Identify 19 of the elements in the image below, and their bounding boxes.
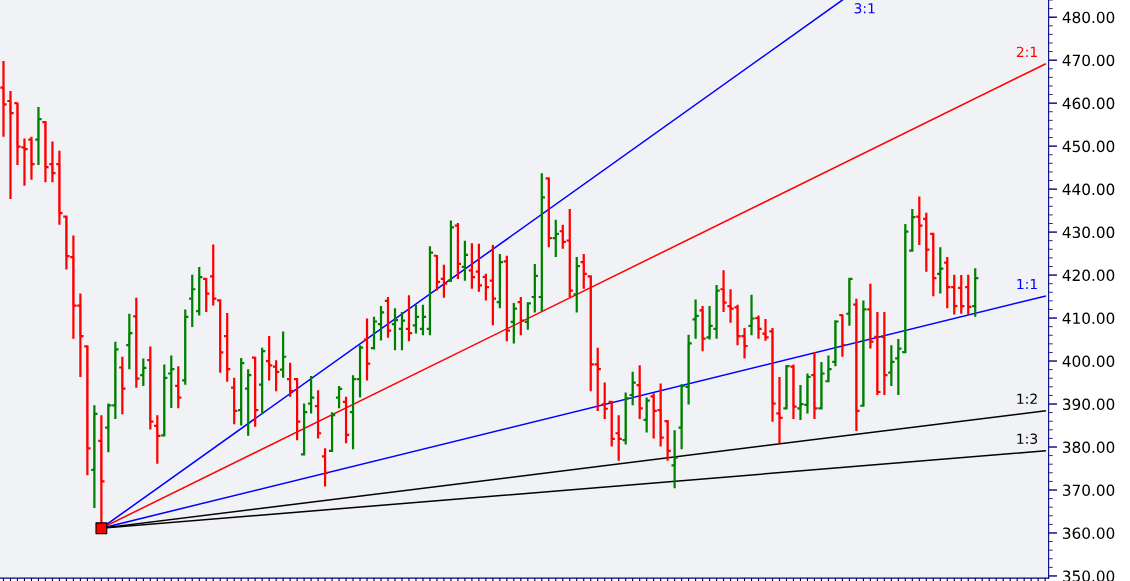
- y-tick-label: 390.00: [1063, 398, 1115, 411]
- y-tick-label: 370.00: [1063, 484, 1115, 497]
- series-label: 1:1: [1017, 278, 1037, 290]
- y-tick-label: 450.00: [1062, 140, 1115, 153]
- y-tick-label: 350.00: [1063, 570, 1115, 581]
- series-label: 3:1: [854, 3, 875, 14]
- y-tick-label: 400.00: [1062, 355, 1115, 368]
- y-tick-label: 420.00: [1062, 269, 1115, 282]
- y-tick-label: 410.00: [1062, 312, 1115, 325]
- y-tick-label: 460.00: [1062, 97, 1115, 110]
- series-label: 1:2: [1017, 393, 1037, 404]
- y-tick-label: 380.00: [1063, 441, 1115, 454]
- series-label: 2:1: [1016, 46, 1037, 57]
- y-tick-label: 360.00: [1063, 527, 1115, 539]
- y-tick-label: 470.00: [1062, 54, 1115, 67]
- series-label: 1:3: [1017, 433, 1038, 445]
- y-tick-label: 440.00: [1062, 183, 1115, 196]
- y-tick-label: 430.00: [1062, 226, 1115, 239]
- y-tick-label: 480.00: [1062, 11, 1115, 24]
